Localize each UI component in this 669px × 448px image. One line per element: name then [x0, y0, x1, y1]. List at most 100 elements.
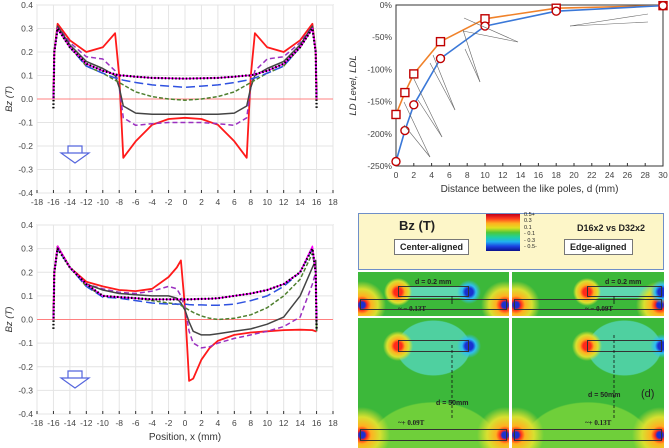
y-tick-label: 0.4 [21, 220, 33, 230]
x-tick-label: 24 [605, 170, 615, 180]
label-5-a: 5 [142, 99, 148, 109]
data-point-square [480, 14, 490, 24]
series-line-1 [52, 245, 318, 349]
x-tick-label: 12 [498, 170, 508, 180]
y-axis-label-a: Bz (T) [4, 86, 15, 112]
d-small-right: d = 0.2 mm [605, 279, 642, 286]
x-tick-label: 12 [279, 197, 289, 207]
contour-tile [512, 318, 664, 385]
x-tick-label: 6 [232, 197, 237, 207]
x-tick-label: 4 [216, 197, 221, 207]
magnet-outline [514, 299, 662, 310]
label-1-b: 1 [191, 354, 197, 364]
colorbar-tick: 0.1 [524, 224, 532, 231]
panel-b-title: Edge Aligned [76, 235, 140, 246]
y-tick-label: 0.1 [21, 291, 33, 301]
data-point-square [391, 109, 401, 120]
annotation-leader [429, 62, 456, 111]
top-magnet-label-b: D16x2 ⇓ N [187, 225, 317, 244]
legend-dots-b: D32x2_standalone_dots [187, 267, 285, 277]
label-5-b: 5 [209, 320, 215, 330]
y-tick-label: 0.3 [21, 24, 33, 34]
y-tick-label: 0% [380, 0, 393, 10]
x-tick-label: 14 [295, 197, 305, 207]
ratio-1: 195/136=1.44 [428, 131, 478, 140]
x-tick-label: 4 [216, 418, 221, 428]
panel-a-title: Center Aligned [152, 34, 224, 45]
data-point-square [551, 3, 561, 13]
x-tick-label: -14 [64, 197, 77, 207]
series-line-10 [52, 247, 318, 320]
x-tick-label: 8 [248, 418, 253, 428]
edge-aligned-label: Edge-aligned [403, 12, 459, 23]
data-point-square [400, 87, 410, 98]
y-tick-label: -150% [367, 97, 392, 107]
x-tick-label: -8 [115, 197, 123, 207]
x-tick-label: 6 [447, 170, 452, 180]
bottom-magnet-label-b: D32x2 ⇑ N [53, 391, 317, 411]
y-axis-label-b: Bz (T) [4, 307, 15, 333]
data-point-circle [409, 100, 419, 110]
y-tick-label: -0.3 [18, 385, 33, 395]
y-tick-label: 0.3 [21, 244, 33, 254]
x-axis-label-b: Position, x (mm) [149, 432, 221, 443]
x-tick-label: 0 [183, 197, 188, 207]
bz-title: Bz (T) [399, 218, 436, 233]
ldl-formula: LDL = Δ∫ Bz@d dx / Δ∫ Bz@standalone dx [530, 109, 650, 117]
x-tick-label: 0 [183, 418, 188, 428]
value-top-left: ~ − 0.13T [398, 305, 427, 313]
d-small-left: d = 0.2 mm [415, 279, 452, 286]
data-point-square [409, 69, 419, 79]
down-arrow-icon [59, 145, 91, 164]
y-tick-label: 0.2 [21, 267, 33, 277]
label-02-b: d = 0.2 [196, 374, 224, 384]
x-tick-label: -12 [80, 197, 93, 207]
x-tick-label: -10 [97, 197, 110, 207]
magnet-outline [360, 429, 507, 441]
y-tick-label: 0.2 [21, 47, 33, 57]
x-tick-label: 6 [232, 418, 237, 428]
contour-tile [512, 385, 664, 448]
x-tick-label: 18 [551, 170, 561, 180]
label-02-a: d = 0.2 [258, 149, 286, 159]
data-point-circle [480, 21, 490, 31]
data-point-circle [400, 125, 410, 136]
y-tick-label: 0.0 [21, 315, 33, 325]
panel-a-tag: (a) [305, 139, 319, 151]
x-tick-label: 26 [623, 170, 633, 180]
y-tick-label: -100% [367, 64, 392, 74]
value-top-right: ~ − 0.09T [585, 305, 614, 313]
colorbar-tick: - 0.3 [524, 237, 536, 244]
series-line-d-50 [52, 245, 318, 320]
annotation-leader [463, 17, 519, 43]
y-tick-label: 0.0 [21, 94, 33, 104]
top-magnet-label-a: D16x2 ⇓ N [120, 6, 250, 25]
x-tick-label: -8 [115, 418, 123, 428]
x-tick-label: 12 [279, 418, 289, 428]
x-tick-label: 18 [328, 418, 338, 428]
x-tick-label: -18 [31, 418, 44, 428]
label-10-b: 10 [219, 306, 230, 316]
x-tick-label: 22 [587, 170, 597, 180]
magnet-outline [587, 286, 662, 297]
y-axis-label-c: LD Level, LDL [348, 55, 359, 115]
y-tick-label: -0.3 [18, 165, 33, 175]
plot-area-b [36, 224, 334, 415]
ratio-10: 32.7/21.4=1.53 [527, 37, 581, 46]
annotation-leader [462, 30, 519, 43]
bottom-magnet-label-a: D32x2 ⇑ N [55, 172, 318, 192]
legend-dots-a: D32_standalone_dots [146, 56, 234, 66]
x-tick-label: -2 [165, 418, 173, 428]
note-a-2: above D32x2 [52, 139, 100, 148]
x-tick-label: -4 [148, 418, 156, 428]
colorbar-ticks: 0.5+ 0.3 0.1 - 0.1 - 0.3 - 0.5- [524, 212, 537, 250]
y-tick-label: -0.2 [18, 141, 33, 151]
contour-legend-box: Bz (T) D16x2 vs D32x2 Center-aligned Edg… [358, 212, 664, 270]
data-point-square [435, 36, 446, 47]
y-tick-label: 0.1 [21, 71, 33, 81]
x-tick-label: -2 [165, 197, 173, 207]
y-tick-label: -0.2 [18, 362, 33, 372]
data-point-circle [391, 156, 401, 167]
x-tick-label: 16 [312, 418, 322, 428]
colorbar-tick: - 0.5- [524, 244, 537, 251]
